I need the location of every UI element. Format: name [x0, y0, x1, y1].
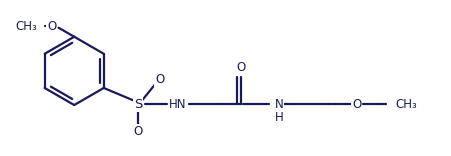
Text: H: H	[274, 111, 282, 124]
Text: O: O	[155, 73, 164, 86]
Text: CH₃: CH₃	[15, 20, 37, 33]
Text: O: O	[47, 20, 56, 33]
Text: O: O	[236, 61, 245, 74]
Text: O: O	[133, 125, 143, 138]
Text: N: N	[274, 98, 282, 111]
Text: HN: HN	[169, 98, 186, 111]
Text: S: S	[134, 98, 142, 111]
Text: O: O	[351, 98, 361, 111]
Text: CH₃: CH₃	[395, 98, 417, 111]
